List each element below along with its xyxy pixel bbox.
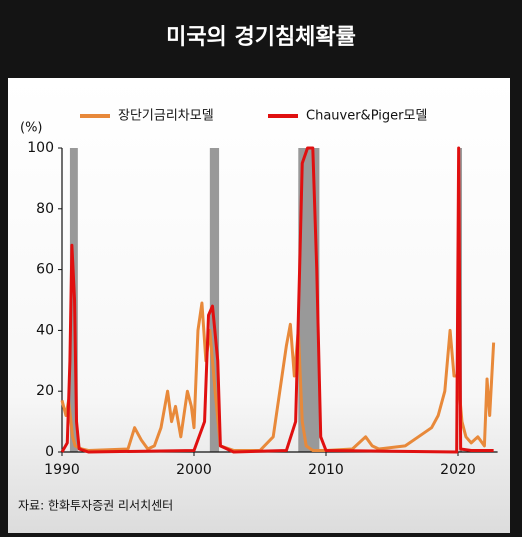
y-tick-label: 40 bbox=[36, 322, 54, 338]
series-line bbox=[60, 301, 496, 452]
y-tick-label: 80 bbox=[36, 201, 54, 217]
recession-band bbox=[209, 148, 220, 452]
y-tick-label: 0 bbox=[45, 444, 54, 460]
x-tick-label: 2010 bbox=[308, 462, 344, 478]
y-tick-label: 20 bbox=[36, 383, 54, 399]
chart-panel bbox=[8, 78, 510, 533]
x-tick-label: 1990 bbox=[44, 462, 80, 478]
source-note: 자료: 한화투자증권 리서치센터 bbox=[18, 499, 173, 513]
y-axis-label: (%) bbox=[20, 121, 43, 136]
legend-label: 장단기금리차모델 bbox=[118, 109, 214, 124]
y-tick-label: 60 bbox=[36, 262, 54, 278]
y-tick-label: 100 bbox=[27, 140, 54, 156]
chart-title: 미국의 경기침체확률 bbox=[166, 25, 356, 50]
series-line bbox=[60, 146, 494, 454]
x-tick-label: 2000 bbox=[176, 462, 212, 478]
x-tick-label: 2020 bbox=[440, 462, 476, 478]
legend-label: Chauver&Piger모델 bbox=[306, 109, 427, 124]
